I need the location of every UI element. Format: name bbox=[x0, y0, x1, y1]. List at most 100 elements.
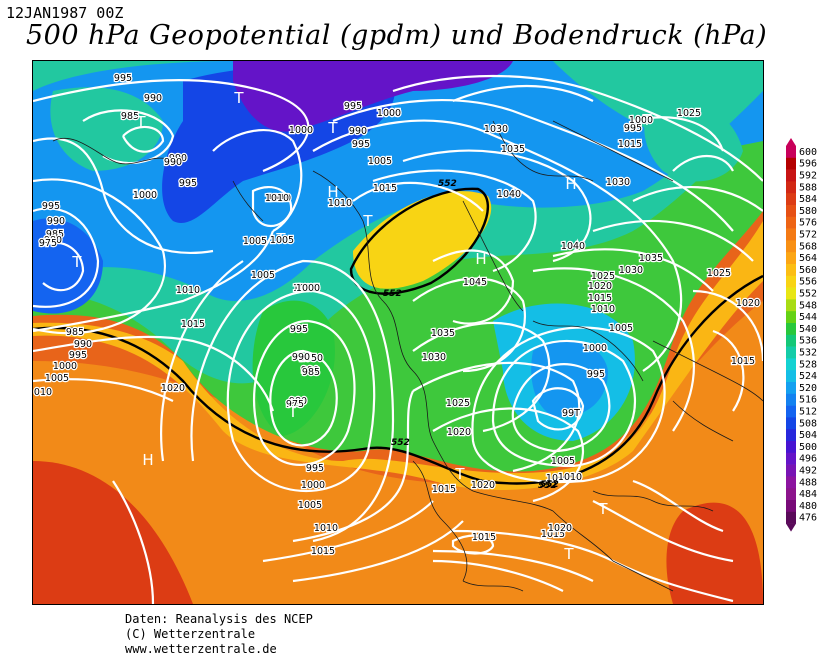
color-legend: 600 596 592 588 584 580 576 572 568 564 560 556 552 5… bbox=[780, 138, 822, 538]
legend-swatch bbox=[786, 358, 796, 371]
isobar-label: 1000 bbox=[583, 343, 607, 354]
isobar-label: 1035 bbox=[431, 328, 455, 339]
isobar-label: 1010 bbox=[267, 193, 291, 204]
isobar-label: 1015 bbox=[181, 319, 205, 330]
isobar-label: 1015 bbox=[311, 546, 335, 557]
pressure-center-symbol: T bbox=[454, 465, 465, 483]
isobar-label: 1040 bbox=[561, 241, 585, 252]
isobar-label: 980 bbox=[289, 396, 307, 407]
isobar-label: 1015 bbox=[472, 532, 496, 543]
isobar-label: 975 bbox=[286, 399, 304, 410]
pressure-center-symbol: T bbox=[362, 212, 373, 230]
isobar-label: 995 bbox=[290, 324, 308, 335]
pressure-center-symbol: H bbox=[565, 175, 576, 193]
legend-value: 480 bbox=[799, 501, 817, 512]
isobar-label: 1015 bbox=[618, 139, 642, 150]
legend-value: 576 bbox=[799, 218, 817, 229]
height-contour-label: 552 bbox=[391, 438, 410, 448]
legend-swatch bbox=[786, 205, 796, 218]
pressure-center-symbol: H bbox=[475, 250, 486, 268]
legend-swatch bbox=[786, 370, 796, 383]
legend-swatch bbox=[786, 181, 796, 194]
legend-swatch bbox=[786, 464, 796, 477]
legend-arrow bbox=[786, 138, 796, 146]
legend-value: 516 bbox=[799, 395, 817, 406]
central-green-tongue bbox=[252, 300, 335, 436]
isobar-label: 1010 bbox=[176, 285, 200, 296]
isobar-label: 1000 bbox=[301, 480, 325, 491]
isobar-label: 995 bbox=[624, 123, 642, 134]
isobar-label: 1005 bbox=[270, 235, 294, 246]
legend-value: 476 bbox=[799, 513, 817, 524]
legend-swatch bbox=[786, 146, 796, 159]
isobar-label: 1005 bbox=[368, 156, 392, 167]
isobar-label: 985 bbox=[121, 111, 139, 122]
legend-value: 504 bbox=[799, 430, 817, 441]
isobar-label: 1020 bbox=[548, 523, 572, 534]
isobar-label: 980 bbox=[44, 235, 62, 246]
pressure-center-symbol: T bbox=[275, 230, 286, 248]
legend-value: 520 bbox=[799, 383, 817, 394]
legend-swatch bbox=[786, 429, 796, 442]
legend-value: 524 bbox=[799, 371, 817, 382]
chart-title: 500 hPa Geopotential (gpdm) und Bodendru… bbox=[26, 20, 768, 51]
northeast-blob bbox=[644, 98, 743, 182]
isobar-label: 1005 bbox=[551, 456, 575, 467]
legend-swatch bbox=[786, 216, 796, 229]
pressure-labels: 995990985990TT9909951000T100099510101005… bbox=[33, 72, 761, 563]
pressure-center-symbol: T bbox=[287, 403, 298, 421]
pressure-center-symbol: T bbox=[71, 253, 82, 271]
height-band-orange bbox=[33, 301, 763, 604]
contour-552-ridge bbox=[349, 187, 490, 295]
isobar-label: 975 bbox=[39, 238, 57, 249]
coastlines bbox=[52, 120, 763, 592]
legend-swatch bbox=[786, 346, 796, 359]
isobar-label: 1005 bbox=[45, 373, 69, 384]
credit-website: www.wetterzentrale.de bbox=[125, 642, 277, 656]
isobar-label: 995 bbox=[114, 73, 132, 84]
pressure-center-symbol: T bbox=[641, 111, 652, 129]
isobar-label: 1030 bbox=[619, 265, 643, 276]
isobar-label: 995 bbox=[587, 369, 605, 380]
legend-swatch bbox=[786, 476, 796, 489]
height-contour-label: 552 bbox=[383, 289, 402, 299]
isobar-label: 995 bbox=[42, 201, 60, 212]
isobar-label: 995 bbox=[299, 353, 317, 364]
legend-value: 532 bbox=[799, 348, 817, 359]
isobar-label: 1010 bbox=[558, 472, 582, 483]
isobar-label: 1005 bbox=[243, 236, 267, 247]
isobar-label: 1025 bbox=[591, 271, 615, 282]
credit-copyright: (C) Wetterzentrale bbox=[125, 627, 256, 641]
isobar-label: 1015 bbox=[541, 529, 565, 540]
legend-swatch bbox=[786, 169, 796, 182]
isobar-label: 1025 bbox=[677, 108, 701, 119]
legend-value: 492 bbox=[799, 466, 817, 477]
legend-swatch bbox=[786, 228, 796, 241]
legend-swatch bbox=[786, 311, 796, 324]
isobar-label: 1015 bbox=[373, 183, 397, 194]
isobar-label: 1000 bbox=[133, 190, 157, 201]
pressure-center-symbol: H bbox=[142, 451, 153, 469]
isobar-label: 990 bbox=[144, 93, 162, 104]
isobar-label: 1010 bbox=[314, 523, 338, 534]
isobar-label: 99T bbox=[562, 408, 580, 419]
isobar-label: 1005 bbox=[296, 283, 320, 294]
isobar-label: 1010 bbox=[546, 473, 570, 484]
isobar-label: 1005 bbox=[377, 108, 401, 119]
isobar-label: 1005 bbox=[298, 500, 322, 511]
legend-swatch bbox=[786, 275, 796, 288]
credits: Daten: Reanalysis des NCEP (C) Wetterzen… bbox=[125, 612, 313, 657]
isobar-label: 1020 bbox=[447, 427, 471, 438]
pressure-center-symbol: T bbox=[327, 119, 338, 137]
legend-swatch bbox=[786, 264, 796, 277]
isobar-label: 1020 bbox=[736, 298, 760, 309]
legend-swatch bbox=[786, 393, 796, 406]
isobar-label: 1030 bbox=[422, 352, 446, 363]
legend-swatch bbox=[786, 334, 796, 347]
legend-swatch bbox=[786, 405, 796, 418]
legend-value: 592 bbox=[799, 171, 817, 182]
isobar-label: 990 bbox=[301, 365, 319, 376]
isobar-label: 1035 bbox=[639, 253, 663, 264]
pressure-center-symbol: T bbox=[563, 545, 574, 563]
isobar-label: 1040 bbox=[497, 189, 521, 200]
